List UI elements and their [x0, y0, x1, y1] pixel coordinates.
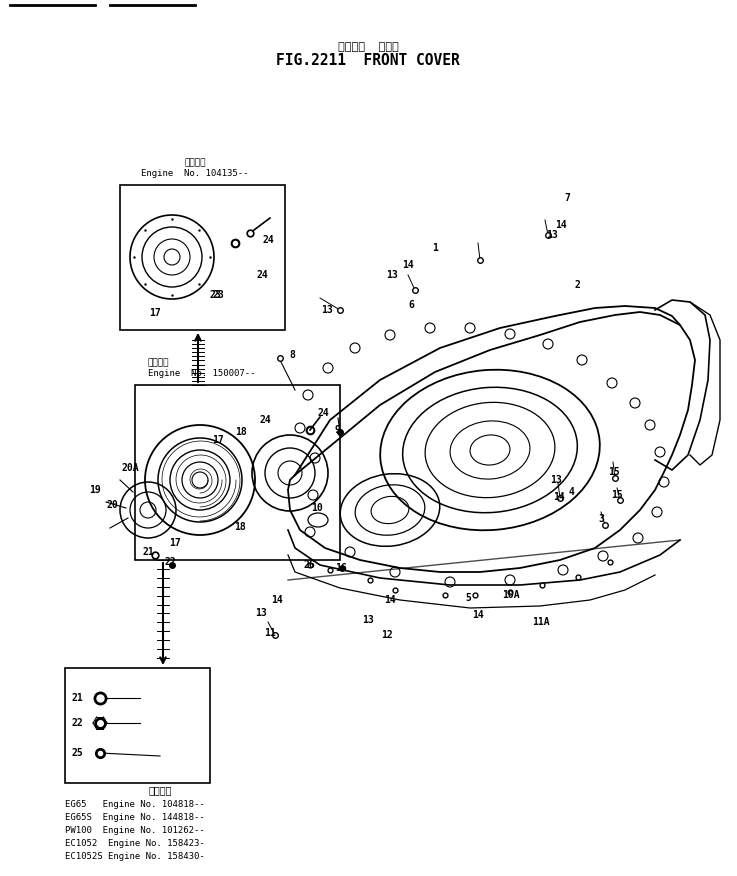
- Text: 15: 15: [608, 467, 620, 477]
- Text: 12: 12: [381, 630, 393, 640]
- Text: 16: 16: [335, 563, 347, 573]
- Text: 11A: 11A: [532, 617, 550, 627]
- Text: 22: 22: [164, 557, 176, 567]
- Text: 13: 13: [550, 475, 562, 485]
- Text: EC1052S Engine No. 158430-: EC1052S Engine No. 158430-: [65, 852, 205, 861]
- Text: 10: 10: [311, 503, 323, 513]
- Text: 15: 15: [611, 490, 623, 500]
- Text: 14: 14: [384, 595, 396, 605]
- Text: 14: 14: [555, 220, 567, 230]
- Text: 14: 14: [472, 610, 484, 620]
- Text: FIG.2211  FRONT COVER: FIG.2211 FRONT COVER: [276, 53, 460, 68]
- Text: 17: 17: [212, 435, 224, 445]
- Bar: [65, 668, 210, 783]
- Bar: [120, 185, 285, 330]
- Bar: [135, 385, 340, 560]
- Text: 13: 13: [321, 305, 333, 315]
- Text: 9: 9: [334, 425, 340, 435]
- Text: 6: 6: [408, 300, 414, 310]
- Text: 7: 7: [564, 193, 570, 203]
- Text: 1: 1: [432, 243, 438, 253]
- Text: 24: 24: [256, 270, 268, 280]
- Text: 22: 22: [71, 718, 83, 728]
- Text: 13: 13: [255, 608, 267, 618]
- Text: 17: 17: [169, 538, 181, 548]
- Text: EG65S  Engine No. 144818--: EG65S Engine No. 144818--: [65, 813, 205, 822]
- Text: 18: 18: [235, 427, 247, 437]
- Text: 26: 26: [303, 560, 315, 570]
- Text: 適用番号: 適用番号: [148, 785, 172, 795]
- Text: 10A: 10A: [502, 590, 520, 600]
- Text: 4: 4: [569, 487, 575, 497]
- Text: 2: 2: [574, 280, 580, 290]
- Text: 24: 24: [262, 235, 274, 245]
- Text: 21: 21: [71, 693, 83, 703]
- Text: 14: 14: [553, 492, 565, 502]
- Text: 17: 17: [149, 308, 161, 318]
- Text: PW100  Engine No. 101262--: PW100 Engine No. 101262--: [65, 826, 205, 835]
- Text: 11: 11: [264, 628, 276, 638]
- Text: 24: 24: [317, 408, 329, 418]
- Text: 適用番号: 適用番号: [148, 358, 170, 367]
- Text: 21: 21: [142, 547, 154, 557]
- Text: 25: 25: [71, 748, 83, 758]
- Text: フロント  カバー: フロント カバー: [338, 42, 399, 52]
- Text: Engine  No. 104135--: Engine No. 104135--: [142, 169, 249, 178]
- Text: 24: 24: [259, 415, 271, 425]
- Text: 3: 3: [598, 514, 604, 524]
- Text: 19: 19: [89, 485, 101, 495]
- Text: 適用番号: 適用番号: [184, 158, 206, 167]
- Text: 23: 23: [212, 290, 224, 300]
- Text: 20: 20: [106, 500, 118, 510]
- Text: 18: 18: [234, 522, 246, 532]
- Text: Engine  No. 150007--: Engine No. 150007--: [148, 369, 256, 378]
- Text: 13: 13: [362, 615, 374, 625]
- Text: 13: 13: [386, 270, 398, 280]
- Text: 5: 5: [465, 593, 471, 603]
- Text: 23: 23: [209, 290, 221, 300]
- Text: 14: 14: [402, 260, 414, 270]
- Text: 20A: 20A: [121, 463, 139, 473]
- Text: 8: 8: [289, 350, 295, 360]
- Text: 14: 14: [271, 595, 283, 605]
- Text: EC1052  Engine No. 158423-: EC1052 Engine No. 158423-: [65, 839, 205, 848]
- Text: EG65   Engine No. 104818--: EG65 Engine No. 104818--: [65, 800, 205, 809]
- Text: 13: 13: [546, 230, 558, 240]
